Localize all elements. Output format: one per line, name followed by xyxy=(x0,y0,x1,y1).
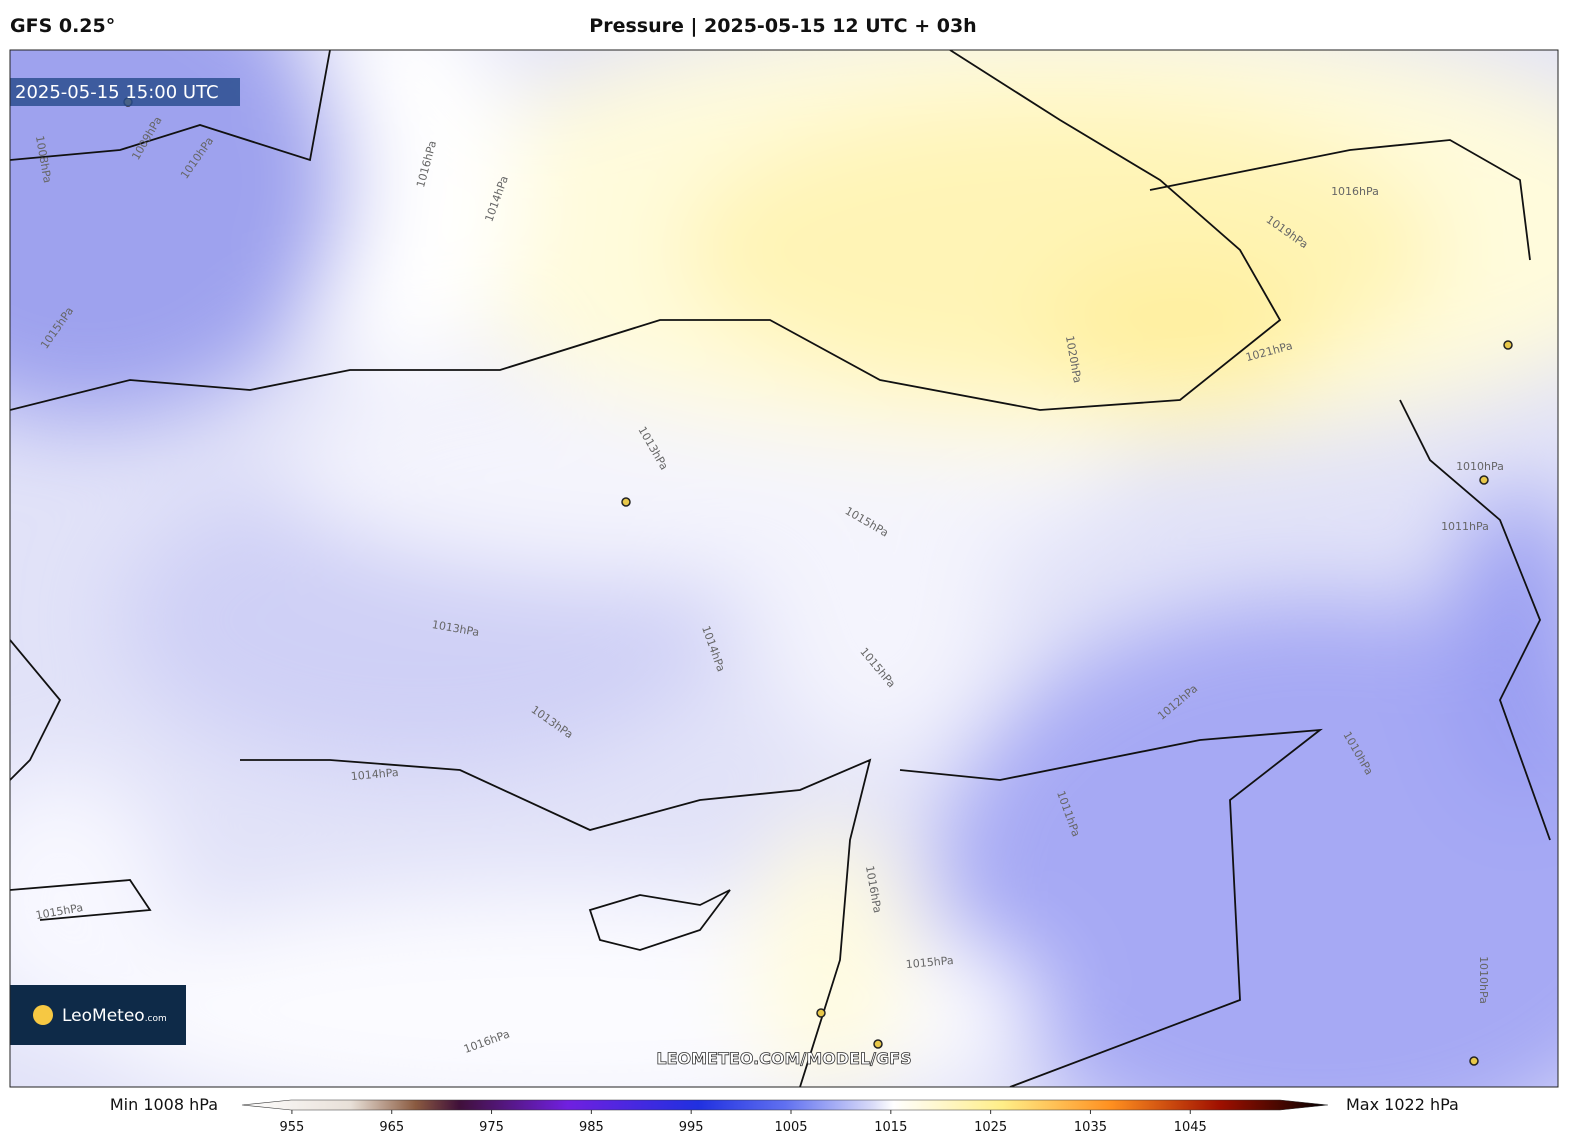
colorbar xyxy=(241,1099,1329,1111)
colorbar-tick-label: 1035 xyxy=(1074,1120,1107,1135)
watermark: LEOMETEO.COM/MODEL/GFS xyxy=(656,1049,911,1068)
colorbar-tick-label: 985 xyxy=(579,1120,604,1135)
colorbar-ticks: 955 965 975 985 995 1005 1015 1025 1035 1045 xyxy=(279,1110,1207,1135)
colorbar-tick-label: 1045 xyxy=(1174,1120,1207,1135)
contour-label: 1011hPa xyxy=(1441,520,1489,533)
min-label: Min 1008 hPa xyxy=(110,1095,218,1114)
title: Pressure | 2025-05-15 12 UTC + 03h xyxy=(589,15,976,37)
contour-label: 1014hPa xyxy=(350,766,399,783)
max-label: Max 1022 hPa xyxy=(1346,1095,1459,1114)
logo-suffix: .com xyxy=(145,1014,167,1024)
contour-label: 1010hPa xyxy=(1477,956,1490,1004)
logo-text: LeoMeteo xyxy=(62,1006,145,1026)
valid-time: 2025-05-15 15:00 UTC xyxy=(15,82,219,103)
colorbar-tick-label: 955 xyxy=(279,1120,304,1135)
colorbar-tick-label: 1015 xyxy=(874,1120,907,1135)
model-name: GFS 0.25° xyxy=(10,15,115,37)
colorbar-tick-label: 995 xyxy=(679,1120,704,1135)
coastlines xyxy=(10,50,1551,1087)
colorbar-tick-label: 975 xyxy=(479,1120,504,1135)
logo: LeoMeteo.com xyxy=(62,1006,167,1026)
colorbar-tick-label: 965 xyxy=(379,1120,404,1135)
contour-label: 1010hPa xyxy=(1456,460,1504,473)
logo-sun xyxy=(33,1005,53,1025)
colorbar-tick-label: 1005 xyxy=(774,1120,807,1135)
city-markers xyxy=(123,97,1513,1066)
time-box xyxy=(10,78,240,106)
contour-label: 1015hPa xyxy=(905,954,954,971)
contour-label: 1016hPa xyxy=(1331,185,1379,198)
colorbar-tick-label: 1025 xyxy=(974,1120,1007,1135)
map-frame xyxy=(9,49,1559,1088)
